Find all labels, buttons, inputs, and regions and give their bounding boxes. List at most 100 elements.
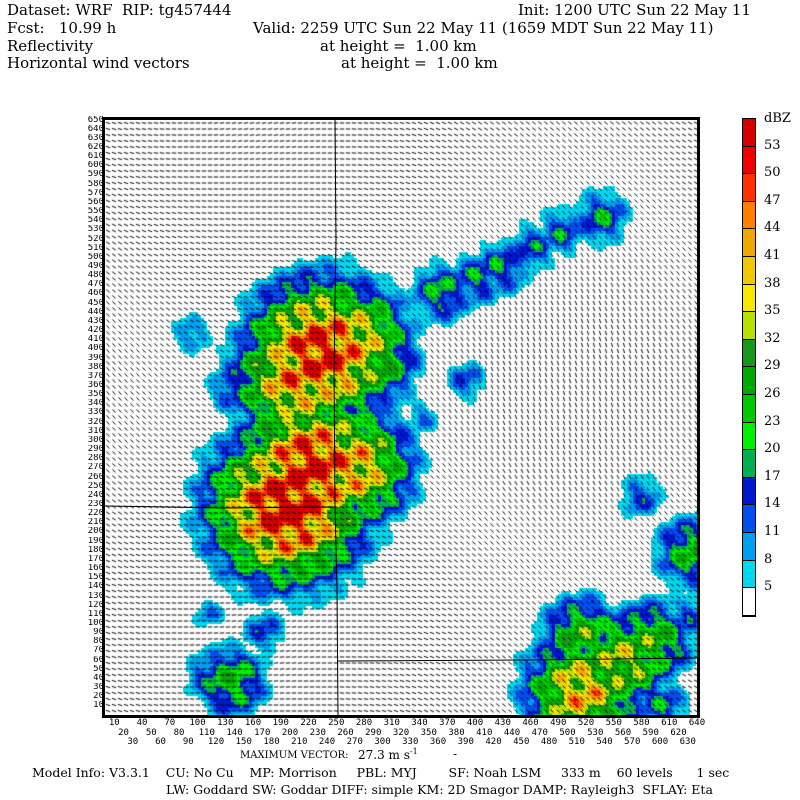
y-tick-label: 420: [87, 326, 104, 336]
y-tick-label: 60: [93, 655, 104, 665]
x-tick-label: 370: [439, 718, 456, 728]
x-tick-label: 590: [642, 727, 659, 738]
x-tick-label: 360: [429, 737, 447, 747]
colorbar-bin: [743, 367, 755, 395]
max-vector-exponent: -1: [409, 747, 418, 756]
x-tick-label: 60: [155, 737, 166, 747]
reflectivity-field: [105, 120, 697, 715]
x-tick-label: 510: [568, 737, 585, 747]
y-tick-label: 520: [87, 234, 104, 244]
forecast-hour: Fcst: 10.99 h: [7, 19, 117, 37]
x-tick-label: 90: [182, 737, 194, 747]
field-2-height: at height = 1.00 km: [341, 54, 498, 72]
y-tick-label: 110: [87, 609, 104, 619]
colorbar-bin: [743, 312, 755, 340]
y-tick-label: 240: [87, 490, 104, 500]
y-tick-label: 620: [87, 142, 104, 152]
y-tick-label: 10: [93, 701, 104, 711]
x-tick-label: 10: [108, 718, 120, 728]
y-tick-label: 540: [87, 216, 104, 226]
x-tick-label: 610: [661, 718, 678, 728]
y-tick-label: 250: [87, 481, 104, 491]
y-tick-label: 460: [87, 289, 104, 299]
colorbar-bin: [743, 119, 755, 147]
field-1-height: at height = 1.00 km: [320, 37, 477, 55]
x-tick-label: 170: [254, 727, 271, 738]
max-vector-value: 27.3 m s-1: [358, 748, 418, 762]
y-tick-label: 230: [87, 499, 104, 509]
x-tick-label: 400: [466, 718, 484, 728]
max-vector-number: 27.3 m s: [358, 748, 410, 762]
colorbar-label: 35: [764, 303, 781, 319]
colorbar-bin: [743, 505, 755, 533]
x-tick-label: 500: [559, 727, 576, 738]
x-tick-label: 160: [244, 718, 262, 728]
y-tick-label: 500: [87, 252, 104, 262]
y-tick-label: 570: [87, 188, 104, 198]
y-tick-label: 560: [87, 197, 104, 207]
colorbar-bin: [743, 560, 755, 589]
colorbar-bin: [743, 450, 755, 478]
colorbar-bin: [743, 284, 755, 313]
y-tick-label: 150: [87, 573, 104, 583]
colorbar-label: 53: [764, 137, 781, 153]
x-tick-label: 140: [226, 727, 243, 738]
x-tick-label: 50: [145, 727, 157, 738]
y-tick-label: 390: [87, 353, 104, 363]
colorbar-label: 41: [764, 248, 781, 263]
x-tick-label: 450: [513, 737, 530, 747]
field-1-name: Reflectivity: [7, 37, 94, 55]
y-tick-label: 290: [87, 445, 104, 455]
x-tick-label: 630: [679, 737, 696, 747]
x-tick-label: 620: [670, 727, 687, 738]
y-tick-label: 210: [87, 518, 104, 528]
boundary-line: [333, 120, 339, 715]
max-vector-label: MAXIMUM VECTOR:: [240, 750, 349, 761]
colorbar-bin: [743, 229, 755, 257]
colorbar-bin: [743, 394, 755, 423]
x-tick-label: 300: [374, 737, 391, 747]
y-tick-label: 130: [87, 591, 104, 601]
x-tick-label: 190: [272, 718, 289, 728]
boundary-line: [336, 657, 697, 662]
reflectivity-map: [102, 117, 700, 718]
colorbar-label: 44: [764, 220, 781, 236]
y-tick-label: 410: [87, 335, 104, 345]
y-tick-label: 280: [87, 454, 104, 464]
x-tick-label: 70: [164, 718, 176, 728]
y-tick-label: 600: [87, 161, 104, 171]
x-tick-label: 470: [531, 727, 548, 738]
y-tick-label: 70: [93, 646, 104, 656]
x-tick-label: 280: [355, 718, 373, 728]
y-tick-label: 330: [87, 408, 104, 418]
y-tick-label: 100: [87, 618, 104, 628]
x-tick-label: 350: [420, 727, 437, 738]
x-tick-label: 80: [173, 727, 185, 738]
colorbar-label: 11: [764, 524, 781, 539]
x-tick-label: 460: [522, 718, 539, 728]
colorbar-label: 47: [764, 192, 781, 208]
colorbar-bin: [743, 146, 755, 175]
x-tick-label: 150: [235, 737, 252, 747]
colorbar-label: 17: [764, 468, 781, 484]
x-tick-label: 210: [291, 737, 308, 747]
x-tick-label: 550: [605, 718, 622, 728]
init-time: Init: 1200 UTC Sun 22 May 11: [518, 1, 751, 19]
y-tick-label: 30: [93, 683, 104, 693]
y-tick-label: 20: [93, 692, 104, 702]
y-tick-label: 190: [87, 536, 104, 546]
x-tick-label: 390: [457, 737, 474, 747]
y-tick-label: 530: [87, 225, 104, 235]
colorbar-bin: [743, 339, 755, 368]
y-tick-label: 640: [87, 124, 104, 134]
boundary-line: [105, 505, 335, 509]
colorbar-label: 50: [764, 165, 781, 181]
y-tick-label: 370: [87, 371, 104, 381]
y-tick-label: 340: [87, 399, 104, 409]
colorbar-bin: [743, 201, 755, 230]
x-tick-label: 480: [540, 737, 558, 747]
y-tick-label: 650: [87, 115, 104, 125]
x-tick-label: 320: [392, 727, 410, 738]
colorbar-label: 8: [764, 551, 773, 567]
x-tick-label: 250: [328, 718, 345, 728]
